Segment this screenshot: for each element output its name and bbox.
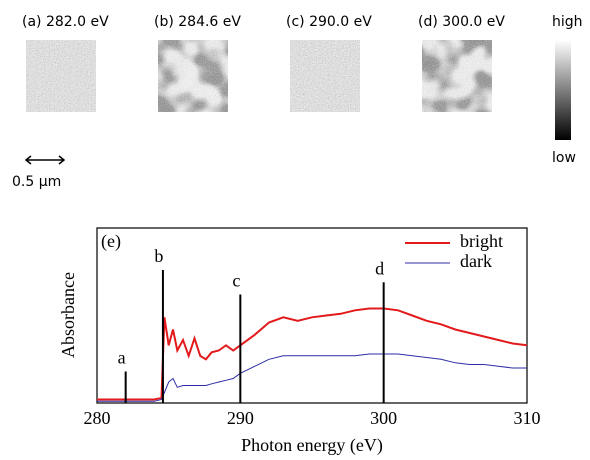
plot-frame (96, 227, 528, 404)
marker-label: d (375, 258, 384, 278)
legend-label: bright (460, 231, 503, 251)
colorbar-high: high (552, 14, 583, 30)
image (158, 40, 228, 112)
x-tick-label: 280 (84, 408, 111, 428)
marker-label: c (232, 271, 240, 291)
panel-title: (d) 300.0 eV (418, 14, 505, 30)
image (422, 40, 492, 112)
panel-title: (a) 282.0 eV (22, 14, 109, 30)
marker-label: b (154, 246, 163, 266)
marker-label: a (118, 348, 126, 368)
legend-label: dark (460, 251, 492, 271)
series-line (97, 307, 528, 401)
panel-title: (c) 290.0 eV (286, 14, 372, 30)
image (290, 40, 360, 112)
x-tick-label: 300 (370, 408, 397, 428)
x-tick-label: 290 (227, 408, 254, 428)
x-tick-label: 310 (514, 408, 541, 428)
image (26, 40, 96, 112)
series-line (97, 353, 527, 402)
y-axis-label: Absorbance (58, 272, 78, 358)
scale-bar-label: 0.5 µm (12, 174, 61, 190)
x-axis-label: Photon energy (eV) (241, 435, 383, 456)
panel-title: (b) 284.6 eV (154, 14, 241, 30)
colorbar-low: low (552, 150, 576, 166)
colorbar (555, 40, 571, 140)
scale-arrow (24, 155, 66, 165)
image-panels: (a) 282.0 eV (b) 284.6 eV (c) 290.0 eV (d) … (22, 14, 505, 112)
panel-label: (e) (101, 231, 121, 252)
